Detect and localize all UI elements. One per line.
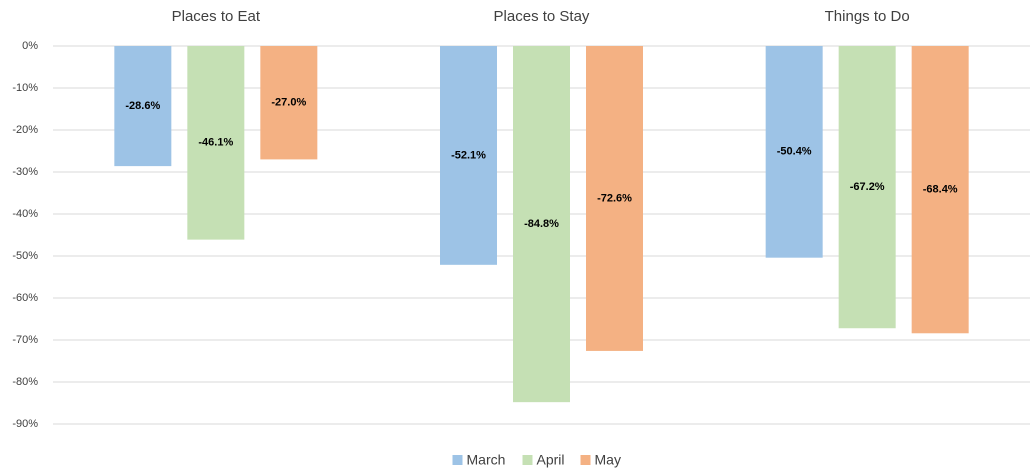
bar <box>440 46 497 265</box>
y-tick-label: -90% <box>12 418 38 430</box>
legend-label: May <box>595 452 621 468</box>
bar <box>838 46 896 329</box>
y-tick-label: -60% <box>12 292 38 304</box>
value-label: -67.2% <box>850 181 885 193</box>
value-label: -68.4% <box>923 184 958 196</box>
legend-swatch <box>522 455 533 465</box>
y-tick-label: -10% <box>12 82 38 94</box>
bar <box>765 46 823 258</box>
value-label: -50.4% <box>777 146 812 158</box>
legend-swatch <box>580 455 591 465</box>
value-label: -46.1% <box>198 137 233 149</box>
category-label: Places to Eat <box>172 8 261 25</box>
value-label: -27.0% <box>271 97 306 109</box>
legend-swatch <box>452 455 463 465</box>
y-tick-label: 0% <box>22 40 38 52</box>
value-label: -72.6% <box>597 192 632 204</box>
category-label: Things to Do <box>825 8 910 25</box>
y-tick-label: -50% <box>12 250 38 262</box>
bar <box>114 46 172 167</box>
bar <box>911 46 969 334</box>
bar <box>586 46 643 351</box>
y-tick-label: -70% <box>12 334 38 346</box>
bar <box>513 46 570 403</box>
bar <box>187 46 245 240</box>
y-tick-label: -20% <box>12 124 38 136</box>
value-label: -52.1% <box>451 149 486 161</box>
value-label: -28.6% <box>125 100 160 112</box>
y-tick-label: -40% <box>12 208 38 220</box>
y-tick-label: -30% <box>12 166 38 178</box>
legend-label: March <box>467 452 506 468</box>
legend-label: April <box>537 452 565 468</box>
y-tick-label: -80% <box>12 376 38 388</box>
bar <box>260 46 318 160</box>
category-label: Places to Stay <box>494 8 590 25</box>
value-label: -84.8% <box>524 218 559 230</box>
